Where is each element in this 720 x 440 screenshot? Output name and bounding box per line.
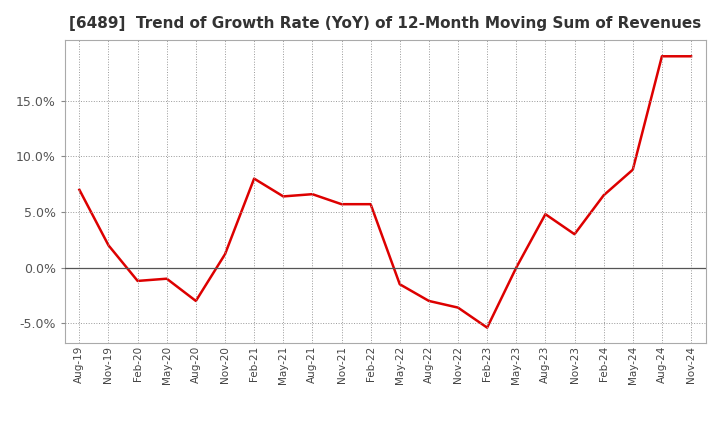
Title: [6489]  Trend of Growth Rate (YoY) of 12-Month Moving Sum of Revenues: [6489] Trend of Growth Rate (YoY) of 12-… [69,16,701,32]
